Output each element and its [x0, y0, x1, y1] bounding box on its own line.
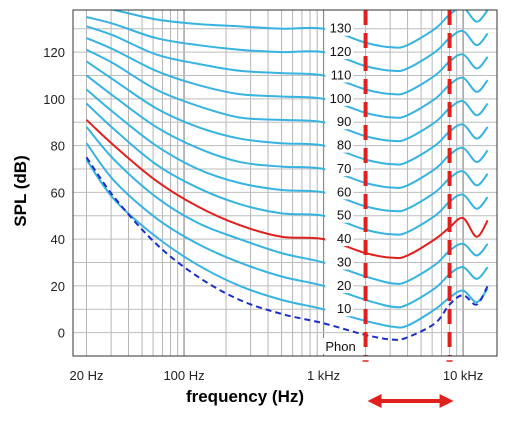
y-tick-label: 0 [58, 326, 65, 341]
threshold-curve [85, 156, 489, 341]
phon-label-bg [325, 137, 354, 153]
phon-label-bg [325, 44, 354, 60]
y-axis-title: SPL (dB) [11, 155, 30, 226]
phon-label: 130 [330, 21, 352, 36]
phon-label-bg [325, 277, 354, 293]
range-arrow-head-left [367, 394, 382, 408]
y-tick-label: 60 [51, 185, 65, 200]
y-tick-label: 80 [51, 139, 65, 154]
phon-curve-130 [108, 10, 489, 49]
y-tick-label: 120 [43, 45, 65, 60]
y-tick-label: 100 [43, 92, 65, 107]
phon-label: 80 [337, 138, 351, 153]
phon-label: 40 [337, 231, 351, 246]
band-range-arrow [367, 394, 454, 408]
phon-label-bg [325, 67, 354, 83]
phon-label-bg [325, 301, 354, 317]
band-markers [362, 10, 453, 362]
x-tick-label: 1 kHz [307, 368, 340, 383]
y-tick-labels: 0 20 40 60 80 100 120 [43, 45, 65, 341]
phon-curve-80 [85, 60, 489, 166]
phon-label: 30 [337, 254, 351, 269]
phon-label: 110 [331, 67, 352, 82]
phon-label: 50 [337, 208, 351, 223]
phon-label: 100 [330, 91, 352, 106]
x-tick-labels: 20 Hz 100 Hz 1 kHz 10 kHz [70, 368, 484, 383]
phon-label-bg [325, 254, 354, 270]
phon-curve-90 [86, 48, 489, 143]
phon-unit-label: Phon [325, 339, 355, 354]
phon-label: 60 [337, 184, 351, 199]
phon-curve-120 [86, 16, 489, 73]
plot-frame [72, 9, 498, 357]
phon-label-bg [325, 90, 354, 106]
x-tick-label: 20 Hz [70, 368, 104, 383]
phon-label-bg [325, 114, 354, 130]
curves [85, 10, 489, 341]
curve-labels: 10 20 30 40 50 60 70 80 90 100 110 120 130 [322, 20, 363, 354]
phon-label: 120 [330, 44, 352, 59]
x-tick-label: 100 Hz [163, 368, 204, 383]
phon-curve-70 [85, 74, 489, 189]
y-grid [73, 28, 497, 357]
phon-unit-bg [322, 338, 363, 354]
phon-label: 20 [337, 278, 351, 293]
y-tick-label: 20 [51, 279, 65, 294]
phon-label-bg [325, 20, 354, 36]
phon-label-bg [325, 160, 354, 176]
phon-label: 10 [337, 301, 351, 316]
x-tick-label: 10 kHz [443, 368, 483, 383]
phon-label-bg [325, 207, 354, 223]
phon-label: 70 [337, 161, 351, 176]
phon-label-bg [325, 231, 354, 247]
phon-label-bg [325, 184, 354, 200]
phon-label: 90 [337, 114, 351, 129]
x-axis-title: frequency (Hz) [186, 387, 304, 406]
range-arrow-head-right [439, 394, 454, 408]
y-tick-label: 40 [51, 232, 65, 247]
